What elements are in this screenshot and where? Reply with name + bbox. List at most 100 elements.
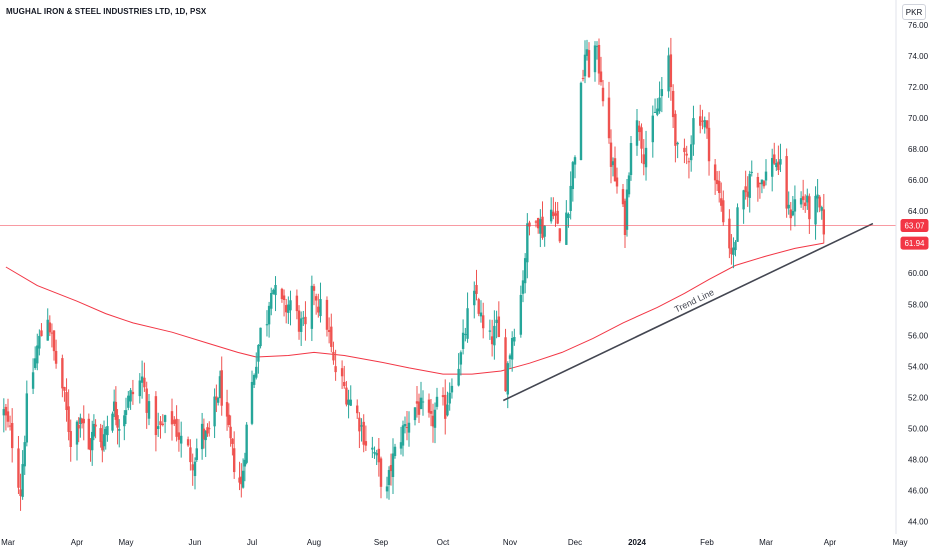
candle [660, 77, 664, 113]
trend-line[interactable] [502, 222, 874, 402]
candle-body [36, 345, 39, 364]
candle [490, 319, 494, 357]
candle [473, 281, 476, 319]
candle [676, 141, 679, 159]
candle-body [417, 401, 421, 415]
candle [391, 438, 395, 495]
chart-title: MUGHAL IRON & STEEL INDUSTRIES LTD, 1D, … [6, 7, 207, 16]
candle [585, 39, 589, 61]
y-tick-label: 74.00 [908, 52, 929, 61]
candle-body [597, 44, 601, 74]
candle [609, 129, 613, 184]
candle [38, 329, 41, 356]
candle [334, 349, 337, 381]
candle [621, 183, 625, 208]
candle [80, 418, 84, 429]
candle-body [204, 430, 207, 441]
currency-button[interactable]: PKR [902, 4, 926, 20]
candle [611, 157, 615, 177]
candle-body [104, 428, 107, 435]
candle [793, 185, 797, 227]
candle-body [195, 448, 198, 460]
candle-body [466, 308, 469, 339]
candle [748, 170, 751, 213]
candle-body [722, 200, 725, 223]
candle [415, 385, 419, 418]
candle [360, 418, 363, 442]
candle [232, 431, 236, 479]
candle-body [441, 395, 445, 398]
candle [218, 370, 222, 399]
candle [459, 350, 463, 376]
candle-body [216, 398, 220, 403]
candle [789, 202, 792, 231]
candle [775, 159, 778, 171]
candle-body [581, 77, 585, 79]
candle-body [543, 225, 546, 237]
candle-body [82, 418, 85, 424]
candle-body [287, 304, 290, 313]
candle-body [513, 336, 516, 342]
candle-body [523, 258, 527, 284]
candle-body [124, 410, 128, 416]
last-price-badge-bg [900, 219, 929, 233]
candle-body [302, 317, 305, 319]
candle-body [23, 442, 26, 467]
candle-body [102, 434, 106, 447]
candle-body [658, 97, 661, 112]
candle [571, 160, 575, 202]
candle [441, 387, 445, 406]
candle-body [46, 319, 49, 341]
candle-body [356, 405, 359, 414]
candle [814, 186, 817, 240]
candle-body [785, 156, 788, 209]
candle-body [340, 368, 344, 377]
candle-body [777, 161, 780, 171]
candle-body [186, 439, 190, 446]
candle-body [433, 409, 437, 428]
candle [173, 416, 176, 427]
candle-body [375, 452, 378, 456]
candle [215, 384, 218, 413]
candle [8, 415, 12, 431]
candle-body [804, 202, 807, 207]
candle-body [627, 175, 631, 195]
candle-body [358, 417, 361, 432]
candle [770, 148, 774, 192]
candle-body [202, 428, 206, 440]
candle [36, 333, 39, 371]
candle [299, 311, 303, 346]
candle [556, 202, 559, 225]
candle [186, 436, 190, 447]
candle-body [173, 419, 176, 424]
candle [534, 220, 538, 228]
candle [138, 373, 141, 404]
candle [377, 438, 381, 477]
candle-body [526, 223, 529, 263]
candle [736, 203, 739, 242]
candle-body [114, 401, 118, 420]
candle [801, 179, 805, 210]
y-tick-label: 60.00 [908, 269, 929, 278]
candle-body [651, 115, 655, 143]
candle [689, 135, 693, 172]
candle-body [750, 171, 753, 173]
candle [777, 145, 780, 176]
candle [225, 389, 229, 431]
candle [597, 38, 601, 85]
moving-average-badge: 61.94 [900, 236, 929, 250]
candle [240, 463, 243, 498]
candle [477, 297, 480, 317]
candle-body [295, 295, 299, 312]
candle [161, 414, 164, 427]
candle-body [245, 424, 248, 463]
candle-body [758, 182, 762, 184]
candle-body [4, 406, 8, 416]
candle [289, 290, 292, 326]
candle-body [683, 147, 686, 153]
candle [493, 310, 496, 360]
candle [607, 81, 611, 144]
candle-body [317, 306, 320, 313]
candle-body [304, 316, 307, 325]
